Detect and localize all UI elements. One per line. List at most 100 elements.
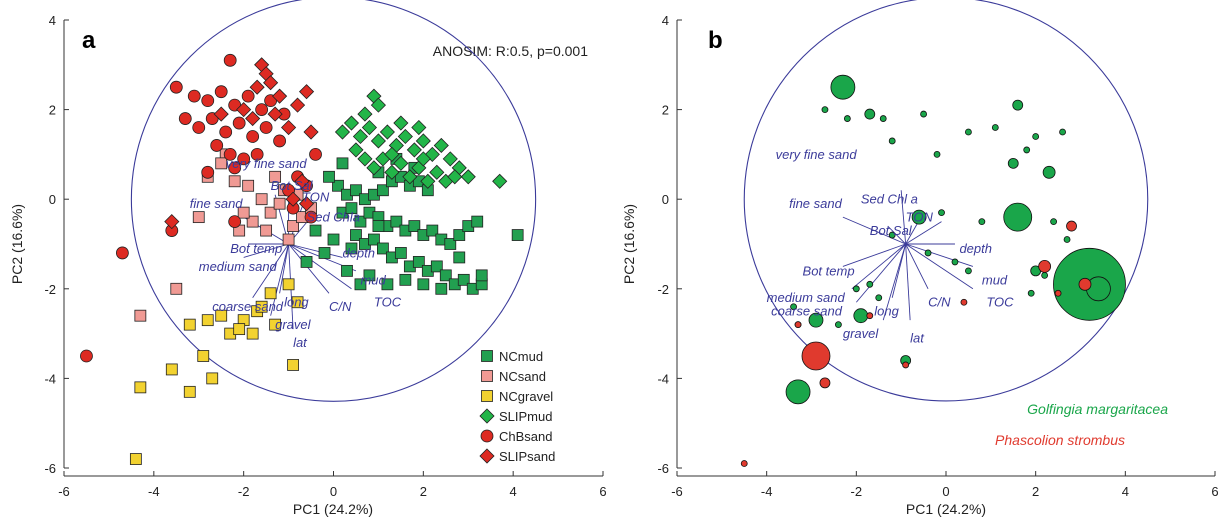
y-tick-label: -2 xyxy=(657,282,669,297)
panel-b-ylabel: PC2 (16.6%) xyxy=(621,204,637,284)
bubble-point xyxy=(1023,146,1031,154)
point-chbsand xyxy=(214,85,228,99)
vector-label: C/N xyxy=(928,295,951,310)
point-slipsand xyxy=(298,196,315,212)
bubble-point xyxy=(740,460,748,467)
vector-label: lat xyxy=(910,331,925,346)
point-ncmud xyxy=(377,242,389,255)
x-tick-label: -6 xyxy=(671,484,683,499)
point-slipmud xyxy=(397,128,413,145)
x-tick-label: -2 xyxy=(238,484,250,499)
point-ncgravel xyxy=(134,381,147,394)
point-ncsand xyxy=(242,179,255,192)
vector-label: depth xyxy=(959,241,992,256)
point-slipmud xyxy=(460,169,476,185)
point-slipsand xyxy=(298,84,315,100)
x-tick-label: -6 xyxy=(58,484,70,499)
point-slipmud xyxy=(420,173,436,189)
point-ncsand xyxy=(255,193,268,206)
panel-a-legend: NCmud NCsand NCgravel SLIPmud ChBsand SLIPsan… xyxy=(479,349,555,464)
vector-label: coarse sand xyxy=(212,299,284,314)
point-ncmud xyxy=(453,229,466,241)
legend-label: SLIPmud xyxy=(499,409,552,424)
vector-label: gravel xyxy=(275,317,312,332)
point-slipmud xyxy=(348,142,364,158)
point-ncmud xyxy=(350,229,362,241)
point-chbsand xyxy=(201,165,215,179)
vector-label: depth xyxy=(342,245,375,260)
point-slipsand xyxy=(213,106,229,122)
point-ncsand xyxy=(287,220,299,232)
point-ncsand xyxy=(134,309,147,322)
bubble-point xyxy=(879,115,887,122)
point-ncgravel xyxy=(287,359,299,371)
point-ncmud xyxy=(471,215,484,228)
vector-label: long xyxy=(874,304,899,319)
vector-label: TON xyxy=(906,210,934,225)
y-tick-label: -6 xyxy=(657,461,669,476)
point-chbsand xyxy=(250,147,264,161)
point-ncmud xyxy=(426,224,439,237)
vector-label: long xyxy=(284,295,309,310)
point-chbsand xyxy=(241,89,255,103)
bubble-point xyxy=(830,74,856,100)
x-tick-label: 2 xyxy=(1032,484,1039,499)
vector-line xyxy=(905,243,974,267)
vector-label: medium sand xyxy=(767,290,846,305)
y-tick-label: -4 xyxy=(657,371,669,386)
point-ncmud xyxy=(372,220,385,232)
bubble-point xyxy=(933,150,941,158)
panel-a-circle xyxy=(130,0,537,402)
vector-label: TOC xyxy=(986,295,1014,310)
point-ncgravel xyxy=(291,296,304,309)
point-ncmud xyxy=(399,273,412,286)
point-ncsand xyxy=(228,175,241,188)
bubble-point xyxy=(965,128,972,136)
point-ncgravel xyxy=(264,287,277,300)
panel-b-letter: b xyxy=(708,27,723,54)
vector-line xyxy=(905,221,942,245)
bubble-point xyxy=(1027,289,1035,297)
bubble-point xyxy=(965,267,972,275)
bubble-point xyxy=(1003,202,1033,232)
point-ncgravel xyxy=(183,385,196,398)
vector-label: Bot Sal xyxy=(271,178,314,193)
vector-label: gravel xyxy=(843,326,880,341)
bubble-point xyxy=(821,106,829,113)
legend-marker xyxy=(479,448,495,464)
x-tick-label: 0 xyxy=(330,484,337,499)
point-chbsand xyxy=(187,89,201,103)
vector-label: fine sand xyxy=(789,196,843,211)
y-tick-label: 4 xyxy=(662,13,669,28)
y-tick-label: 2 xyxy=(662,103,669,118)
point-ncmud xyxy=(408,220,421,232)
point-ncgravel xyxy=(165,363,178,376)
point-slipsand xyxy=(236,102,252,118)
point-ncmud xyxy=(354,278,367,291)
bubble-point xyxy=(1066,220,1077,232)
species-label-golfingia: Golfingia margaritacea xyxy=(1027,401,1168,417)
bubble-point xyxy=(888,137,896,145)
point-ncmud xyxy=(363,269,376,282)
vector-label: very fine sand xyxy=(226,156,308,171)
point-slipsand xyxy=(290,97,306,113)
point-slipsand xyxy=(164,214,180,230)
vector-line xyxy=(905,243,911,321)
point-slipmud xyxy=(393,155,409,171)
point-ncmud xyxy=(327,233,340,246)
point-ncmud xyxy=(475,269,488,282)
point-ncmud xyxy=(511,229,524,241)
bubble-point xyxy=(1038,259,1052,273)
vector-line xyxy=(851,243,906,290)
bubble-point xyxy=(1059,128,1066,136)
point-ncgravel xyxy=(282,278,295,291)
legend-marker xyxy=(481,370,493,382)
vector-label: lat xyxy=(293,335,308,350)
vector-line xyxy=(887,225,906,245)
point-ncgravel xyxy=(129,453,142,465)
point-chbsand xyxy=(237,152,251,166)
point-slipmud xyxy=(357,106,373,122)
point-chbsand xyxy=(304,210,318,224)
vector-label: very fine sand xyxy=(776,147,858,162)
point-ncmud xyxy=(430,260,443,273)
